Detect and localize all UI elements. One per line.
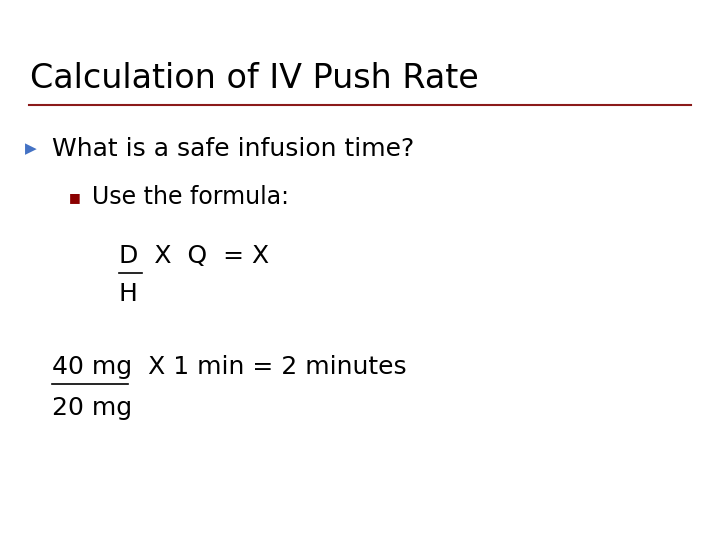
Text: 20 mg: 20 mg xyxy=(52,396,132,420)
Text: ▶: ▶ xyxy=(25,141,37,156)
Text: ■: ■ xyxy=(68,191,80,204)
Text: D  X  Q  = X: D X Q = X xyxy=(119,245,269,268)
Text: What is a safe infusion time?: What is a safe infusion time? xyxy=(52,137,414,160)
Text: Calculation of IV Push Rate: Calculation of IV Push Rate xyxy=(30,62,479,95)
Text: 40 mg  X 1 min = 2 minutes: 40 mg X 1 min = 2 minutes xyxy=(52,355,407,379)
Text: H: H xyxy=(119,282,138,306)
Text: Use the formula:: Use the formula: xyxy=(92,185,289,209)
